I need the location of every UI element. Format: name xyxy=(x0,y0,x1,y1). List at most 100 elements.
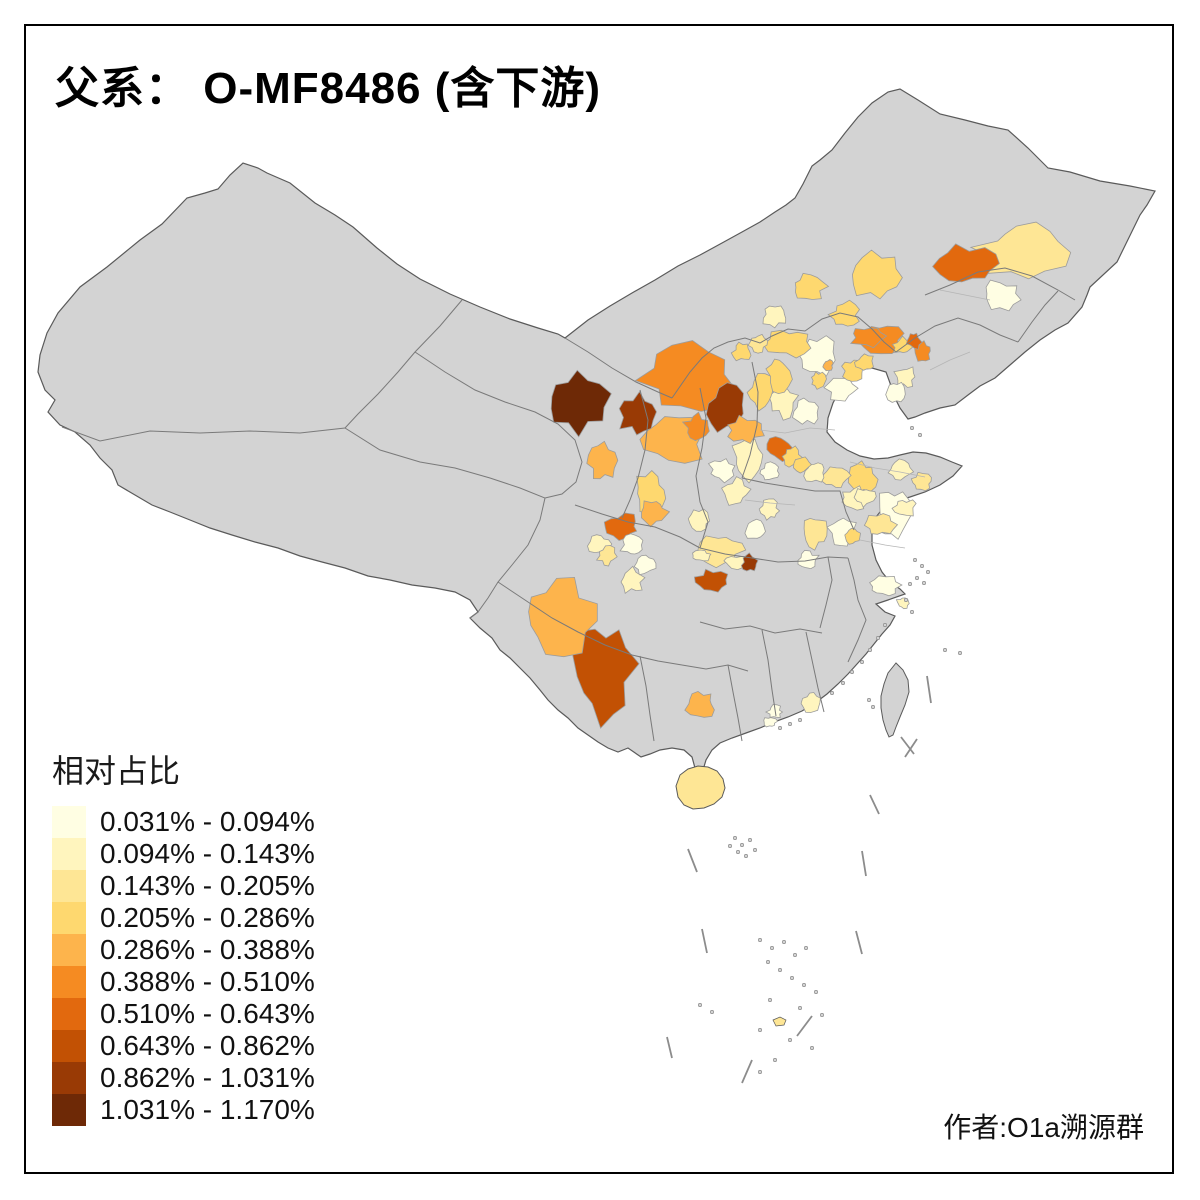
prefecture-region xyxy=(641,500,671,528)
prefecture-region xyxy=(639,416,703,464)
prefecture-region xyxy=(844,527,861,545)
prefecture-region xyxy=(727,414,765,445)
legend-label: 0.286% - 0.388% xyxy=(100,934,315,965)
prefecture-region xyxy=(854,353,874,371)
islet-dot xyxy=(732,835,737,840)
prefecture-region xyxy=(730,341,752,362)
islet-dot xyxy=(765,959,770,964)
prefecture-region xyxy=(820,466,852,489)
islet-dot xyxy=(866,697,871,702)
prefecture-region xyxy=(863,513,899,535)
islet-dot xyxy=(875,635,880,640)
islet-dot xyxy=(921,580,926,585)
prefecture-region xyxy=(891,499,917,517)
legend-label: 0.094% - 0.143% xyxy=(100,838,315,869)
islet-dot xyxy=(829,690,834,695)
islet-dot xyxy=(809,1046,814,1051)
legend-swatch xyxy=(52,838,86,870)
legend-item: 0.143% - 0.205% xyxy=(52,870,315,902)
legend-swatch xyxy=(52,1030,86,1062)
legend-rows: 0.031% - 0.094% 0.094% - 0.143% 0.143% - 0… xyxy=(52,806,315,1126)
prefecture-region xyxy=(905,332,923,350)
islet-dot xyxy=(912,557,917,562)
prefecture-region xyxy=(932,243,1000,283)
islet-dot xyxy=(735,849,740,854)
legend-item: 0.031% - 0.094% xyxy=(52,806,315,838)
prefecture-region xyxy=(693,568,729,593)
prefecture-region xyxy=(764,704,784,719)
islands xyxy=(675,425,962,1075)
islet-dot xyxy=(840,680,845,685)
nine-dash-line xyxy=(666,675,932,1084)
prefecture-region xyxy=(869,575,903,597)
legend-title: 相对占比 xyxy=(52,753,181,789)
islet-dot xyxy=(757,937,762,942)
prefecture-region xyxy=(595,545,618,567)
prefecture-region xyxy=(851,249,903,300)
islet-dot xyxy=(739,842,744,847)
legend-label: 0.643% - 0.862% xyxy=(100,1030,315,1061)
legend-swatch xyxy=(52,902,86,934)
prefecture-region xyxy=(803,517,828,551)
islet-dot xyxy=(757,1070,762,1075)
legend-label: 0.862% - 1.031% xyxy=(100,1062,315,1093)
prefecture-region xyxy=(885,381,906,403)
islet-dot xyxy=(772,1058,777,1063)
islet-dot xyxy=(803,945,808,950)
prefecture-region xyxy=(687,508,711,532)
prefecture-region xyxy=(797,549,820,570)
prefecture-borders xyxy=(744,289,991,549)
islet-dot xyxy=(859,659,864,664)
prefecture-region xyxy=(849,327,888,349)
legend-swatch xyxy=(52,966,86,998)
prefecture-region xyxy=(910,471,932,492)
prefecture-region xyxy=(759,461,780,481)
colored-prefecture-regions xyxy=(528,221,1072,729)
legend-swatch xyxy=(52,1094,86,1126)
prefecture-region xyxy=(794,272,830,300)
legend-label: 0.205% - 0.286% xyxy=(100,902,315,933)
prefecture-region xyxy=(747,333,769,354)
islet-dot xyxy=(777,967,782,972)
prefecture-region xyxy=(803,462,825,483)
prefecture-region xyxy=(792,397,819,425)
attribution: 作者:O1a溯源群 xyxy=(943,1112,1144,1143)
prefecture-region xyxy=(550,369,612,438)
islet-dot xyxy=(781,939,786,944)
prefecture-region xyxy=(985,279,1022,312)
islet-dot xyxy=(907,581,912,586)
legend-label: 0.510% - 0.643% xyxy=(100,998,315,1029)
islet-dot xyxy=(777,725,782,730)
islet-dot xyxy=(769,945,774,950)
colored-islet xyxy=(772,1016,787,1027)
prefecture-region xyxy=(763,329,812,359)
legend-label: 0.143% - 0.205% xyxy=(100,870,315,901)
legend-swatch xyxy=(52,998,86,1030)
legend-item: 0.510% - 0.643% xyxy=(52,998,315,1030)
legend-swatch xyxy=(52,934,86,966)
legend-label: 0.031% - 0.094% xyxy=(100,806,315,837)
legend-swatch xyxy=(52,806,86,838)
islet-dot xyxy=(919,563,924,568)
prefecture-region xyxy=(684,690,715,718)
prefecture-region xyxy=(633,554,657,576)
islet-dot xyxy=(727,843,732,848)
islet-dot xyxy=(757,1028,762,1033)
prefecture-region xyxy=(822,359,834,372)
islet-dot xyxy=(697,1002,702,1007)
legend-item: 0.094% - 0.143% xyxy=(52,838,315,870)
prefecture-region xyxy=(744,518,766,539)
islet-dot xyxy=(867,647,872,652)
prefecture-region xyxy=(762,305,787,329)
islet-dot xyxy=(914,575,919,580)
legend-item: 1.031% - 1.170% xyxy=(52,1094,315,1126)
prefecture-region xyxy=(800,692,821,714)
islet-dot xyxy=(752,847,757,852)
islet-dot xyxy=(709,1009,714,1014)
prefecture-region xyxy=(707,458,736,484)
islet-dot xyxy=(925,569,930,574)
legend-item: 0.286% - 0.388% xyxy=(52,934,315,966)
prefecture-region xyxy=(586,440,619,480)
legend-swatch xyxy=(52,870,86,902)
